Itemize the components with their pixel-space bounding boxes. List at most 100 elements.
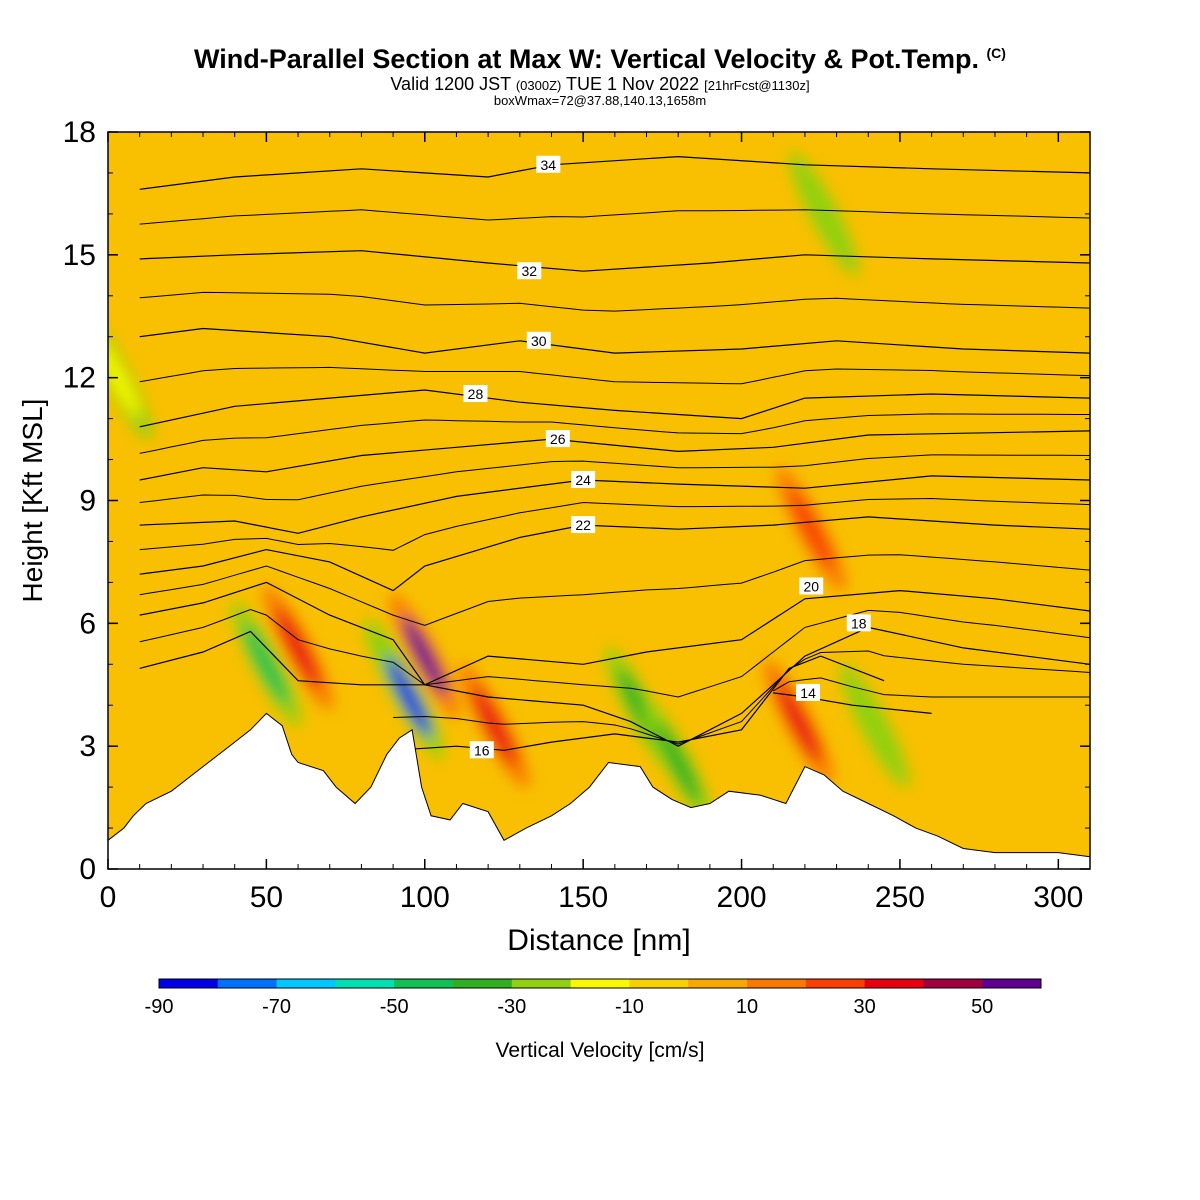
velocity-cell-core xyxy=(472,685,517,766)
utc-time: (0300Z) xyxy=(515,78,562,93)
velocity-cell-core xyxy=(776,681,821,762)
y-tick-label: 18 xyxy=(63,116,96,149)
contour-label-bg xyxy=(469,741,494,759)
colorbar-swatch xyxy=(805,979,866,988)
colorbar-swatch xyxy=(335,979,395,988)
velocity-cell xyxy=(389,593,460,719)
colorbar-swatch xyxy=(688,979,748,988)
valid-time: Valid 1200 JST xyxy=(390,74,511,94)
colorbar-tick-label: 50 xyxy=(971,996,993,1018)
colorbar-swatch xyxy=(570,979,630,988)
theta-contour-minor xyxy=(139,291,1090,312)
y-tick-label: 0 xyxy=(79,853,96,886)
velocity-cell-core xyxy=(244,624,289,705)
chart-subtitle-2: boxWmax=72@37.88,140.13,1658m xyxy=(493,93,707,108)
x-tick-label: 50 xyxy=(250,881,283,914)
velocity-cell-core xyxy=(275,607,321,688)
colorbar-swatch xyxy=(511,979,572,988)
theta-contour-minor xyxy=(139,209,1090,225)
x-tick-label: 0 xyxy=(100,881,117,914)
colorbar-swatch xyxy=(276,979,336,988)
contour-label-bg xyxy=(846,614,871,632)
axes: 0 50 100 150 200 250 300 0 3 6 9 12 15 18 Distance [nm… xyxy=(17,116,1091,957)
contour-label-text: 16 xyxy=(474,742,490,758)
colorbar-label: Vertical Velocity [cm/s] xyxy=(496,1039,705,1062)
y-tick-label: 9 xyxy=(79,485,96,518)
contour-label: 16 xyxy=(469,741,494,759)
y-tick-label: 6 xyxy=(79,607,96,640)
contour-label-bg xyxy=(463,385,488,403)
velocity-cell-core xyxy=(402,616,448,696)
contour-label: 34 xyxy=(536,155,561,173)
plot-area: 14 16 18 20 22 24 26 28 30 32 34 xyxy=(107,131,1091,870)
y-tick-label: 3 xyxy=(79,730,96,763)
terrain xyxy=(108,712,1090,869)
x-tick-label: 100 xyxy=(400,881,450,914)
theta-contour-minor xyxy=(139,497,1090,551)
theta-contour-minor xyxy=(772,677,1090,698)
contour-label-text: 24 xyxy=(575,472,591,488)
x-tick-label: 150 xyxy=(558,881,608,914)
y-axis-label: Height [Kft MSL] xyxy=(17,399,48,603)
x-tick-label: 300 xyxy=(1033,881,1083,914)
theta-contour-minor xyxy=(139,413,1090,454)
colorbar-tick-label: -30 xyxy=(497,996,526,1018)
contour-label-text: 20 xyxy=(803,578,819,594)
velocity-cell xyxy=(643,700,714,825)
contour-label-text: 26 xyxy=(550,431,566,447)
theta-contour xyxy=(773,692,932,714)
y-tick-label: 15 xyxy=(63,239,96,272)
chart-subtitle: Valid 1200 JST (0300Z) TUE 1 Nov 2022 [2… xyxy=(0,74,1200,95)
colorbar-tick-label: 30 xyxy=(853,996,875,1018)
contour-label-text: 32 xyxy=(522,263,538,279)
velocity-cell xyxy=(776,467,847,592)
velocity-cell xyxy=(763,659,834,784)
colorbar-swatch xyxy=(864,979,924,988)
velocity-cell-core xyxy=(852,685,897,766)
colorbar-swatch xyxy=(982,979,1042,988)
terrain-profile xyxy=(108,712,1090,869)
contour-label-bg xyxy=(571,516,596,534)
colorbar-tick-label: -10 xyxy=(615,996,644,1018)
contour-label: 32 xyxy=(517,262,542,280)
colorbar-swatch xyxy=(923,979,983,988)
contour-label: 22 xyxy=(571,516,596,534)
contour-label-text: 30 xyxy=(531,333,547,349)
colorbar-swatch xyxy=(217,979,278,988)
colorbar-swatch xyxy=(159,979,219,988)
theta-contour xyxy=(139,327,1090,354)
chart-title-text: Wind-Parallel Section at Max W: Vertical… xyxy=(194,44,979,74)
colorbar-tick-label: -90 xyxy=(145,996,174,1018)
colorbar-swatch xyxy=(394,979,454,988)
theta-contour-minor xyxy=(139,554,1090,626)
contour-label: 28 xyxy=(463,385,488,403)
velocity-cell xyxy=(788,151,860,277)
velocity-cell xyxy=(231,602,302,727)
forecast-info: [21hrFcst@1130z] xyxy=(704,78,810,93)
velocity-cell xyxy=(839,663,910,788)
contour-label: 30 xyxy=(526,331,551,349)
contour-label-text: 14 xyxy=(800,685,816,701)
contour-label: 20 xyxy=(799,577,824,595)
y-tick-label: 12 xyxy=(63,362,96,395)
colorbar-frame xyxy=(158,978,1042,989)
colorbar-swatch xyxy=(453,979,513,988)
copyright-mark: (C) xyxy=(986,45,1006,61)
contour-label-text: 18 xyxy=(851,615,867,631)
x-tick-label: 250 xyxy=(875,881,925,914)
contour-label-text: 28 xyxy=(468,386,484,402)
contour-label-bg xyxy=(536,155,561,173)
velocity-cell-core xyxy=(788,489,834,570)
contour-label-bg xyxy=(526,331,551,349)
valid-date: TUE 1 Nov 2022 xyxy=(566,74,700,94)
theta-contour-minor xyxy=(139,454,1090,503)
colorbar-swatch xyxy=(629,979,689,988)
theta-contour xyxy=(139,250,1090,272)
contour-label-bg xyxy=(571,471,596,489)
velocity-cell xyxy=(262,585,334,711)
contour-label: 18 xyxy=(846,614,871,632)
velocity-cell-core xyxy=(801,173,847,254)
colorbar-tick-label: -50 xyxy=(380,996,409,1018)
theta-contour xyxy=(139,626,1090,747)
